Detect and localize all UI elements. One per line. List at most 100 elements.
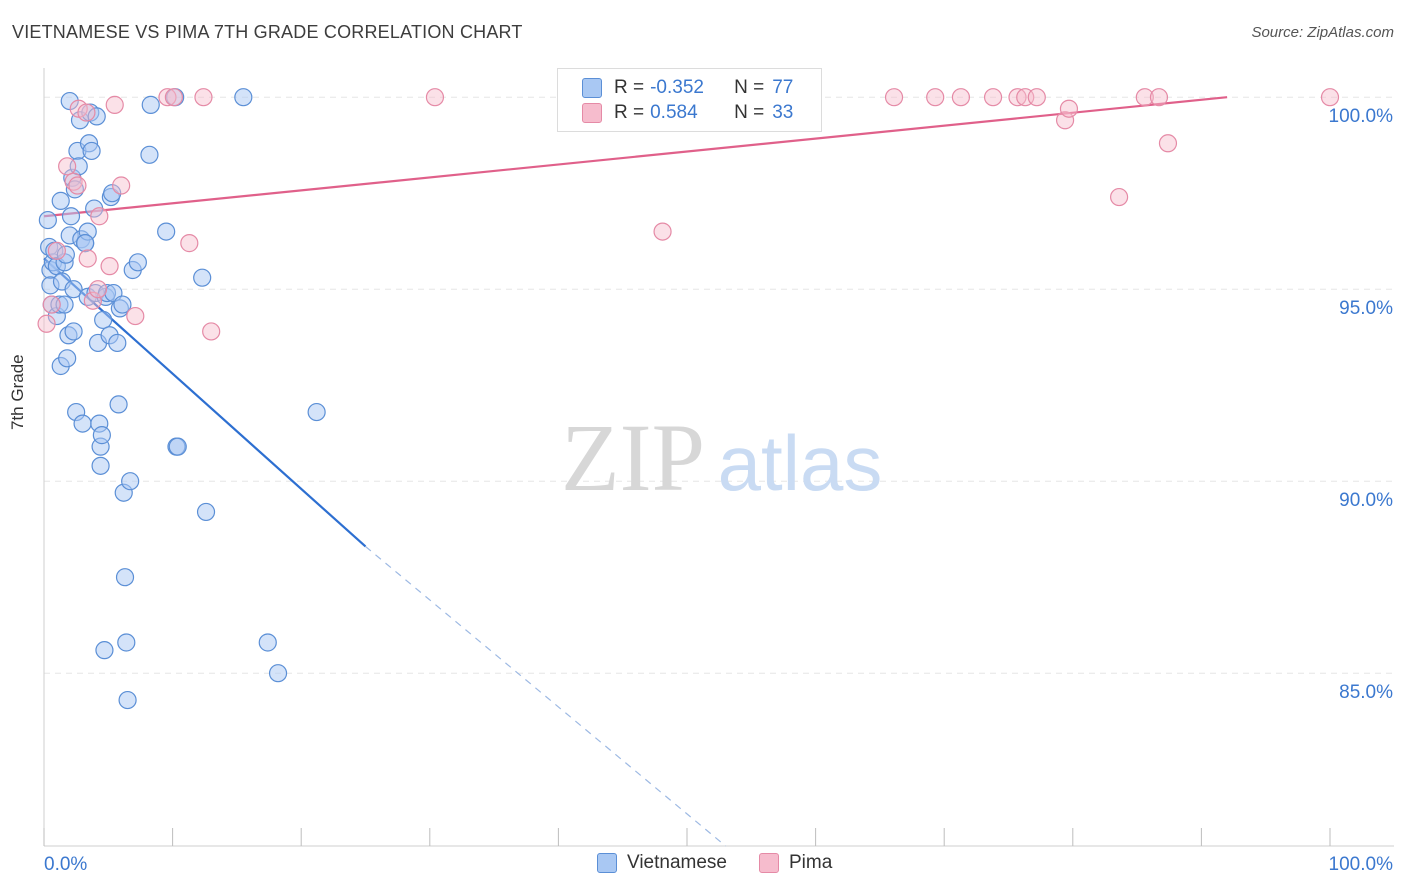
pima-point (58, 157, 77, 176)
vietnamese-trend-extension (365, 546, 726, 847)
pima-point (1149, 88, 1169, 107)
pima-point (37, 314, 56, 333)
vietnamese-point (87, 107, 106, 126)
r-value-vietnamese: -0.352 (650, 77, 704, 98)
vietnamese-point (55, 295, 74, 314)
series-legend-vietnamese: Vietnamese (597, 852, 727, 874)
pima-point (653, 222, 672, 241)
pima-legend-label: Pima (789, 852, 833, 873)
vietnamese-point (95, 641, 114, 660)
pima-point (194, 88, 213, 107)
vietnamese-point (108, 333, 127, 353)
chart-source: Source: ZipAtlas.com (1251, 24, 1394, 41)
y-tick-label: 100.0% (1329, 106, 1394, 127)
vietnamese-point (113, 295, 132, 314)
n-label: N = (734, 102, 765, 123)
vietnamese-point (51, 191, 70, 210)
pima-point (105, 95, 124, 114)
vietnamese-point (193, 268, 212, 287)
pima-point (126, 306, 145, 326)
vietnamese-legend-label: Vietnamese (627, 852, 727, 873)
pima-point (1109, 187, 1129, 207)
vietnamese-point (58, 349, 77, 368)
pima-point (1135, 88, 1154, 107)
vietnamese-point (258, 633, 277, 652)
pima-point (180, 234, 199, 253)
watermark-zip: ZIP (561, 404, 705, 511)
pima-point (83, 291, 102, 310)
pima-point (1055, 111, 1075, 130)
vietnamese-swatch (582, 78, 602, 98)
pima-point (1158, 134, 1178, 153)
pima-point (78, 249, 97, 268)
pima-point (425, 88, 445, 107)
watermark: ZIP atlas (561, 404, 882, 511)
tick-labels: 100.0% 95.0% 90.0% 85.0% 0.0% 100.0% (44, 106, 1393, 875)
vietnamese-point (115, 568, 135, 587)
vietnamese-point (38, 210, 57, 230)
pima-point (1059, 99, 1079, 118)
pima-point (90, 207, 109, 226)
r-value-pima: 0.584 (650, 102, 698, 123)
vietnamese-point (73, 414, 92, 433)
correlation-legend: R = -0.352 N = 77 R = 0.584 N = 33 (557, 68, 822, 132)
vietnamese-point (268, 664, 288, 683)
pima-point (1027, 88, 1046, 107)
vietnamese-point (56, 245, 75, 264)
r-label: R = (614, 77, 645, 98)
vietnamese-point (64, 280, 83, 299)
vietnamese-point (117, 633, 136, 652)
pima-legend-swatch (759, 853, 779, 873)
vietnamese-point (109, 395, 128, 414)
pima-swatch (582, 103, 602, 123)
pima-point (42, 295, 61, 314)
vietnamese-point (168, 437, 187, 456)
pima-point (112, 176, 131, 195)
vietnamese-point (91, 456, 110, 475)
pima-point (77, 103, 96, 122)
x-tick-label-max: 100.0% (1329, 854, 1394, 875)
n-label: N = (734, 77, 765, 98)
series-legend: Vietnamese Pima (597, 852, 864, 874)
watermark-atlas: atlas (718, 419, 883, 507)
data-points (37, 88, 1340, 710)
series-legend-pima: Pima (759, 852, 832, 874)
vietnamese-point (141, 95, 160, 114)
vietnamese-point (128, 253, 147, 272)
vietnamese-point (92, 426, 111, 445)
vietnamese-point (121, 472, 140, 491)
vietnamese-point (140, 145, 159, 164)
legend-row-vietnamese: R = -0.352 N = 77 (582, 76, 793, 100)
pima-point (100, 257, 119, 276)
grid-lines (44, 96, 1394, 674)
vietnamese-point (196, 502, 216, 522)
vietnamese-point (64, 322, 83, 341)
vietnamese-point (61, 207, 81, 226)
vietnamese-trend-line (43, 257, 367, 548)
vietnamese-legend-swatch (597, 853, 617, 873)
pima-point (47, 241, 66, 260)
pima-point (158, 88, 177, 107)
y-tick-label: 85.0% (1339, 682, 1393, 703)
pima-point (1320, 88, 1340, 107)
pima-point (164, 88, 183, 107)
pima-trend-line (43, 96, 1228, 218)
trend-lines (43, 96, 1228, 847)
y-tick-label: 90.0% (1339, 490, 1393, 511)
vietnamese-point (118, 690, 137, 710)
vietnamese-point (234, 88, 253, 107)
chart-title: VIETNAMESE VS PIMA 7TH GRADE CORRELATION… (12, 22, 523, 42)
pima-point (68, 176, 87, 195)
x-tick-label-min: 0.0% (44, 854, 87, 875)
axes (43, 68, 1394, 847)
legend-row-pima: R = 0.584 N = 33 (582, 101, 793, 125)
y-axis-label: 7th Grade (8, 354, 27, 430)
n-value-vietnamese: 77 (772, 77, 794, 98)
vietnamese-point (82, 141, 101, 161)
y-tick-label: 95.0% (1339, 298, 1393, 319)
pima-point (884, 88, 904, 107)
r-label: R = (614, 102, 645, 123)
vietnamese-point (157, 222, 176, 241)
pima-point (202, 322, 221, 341)
